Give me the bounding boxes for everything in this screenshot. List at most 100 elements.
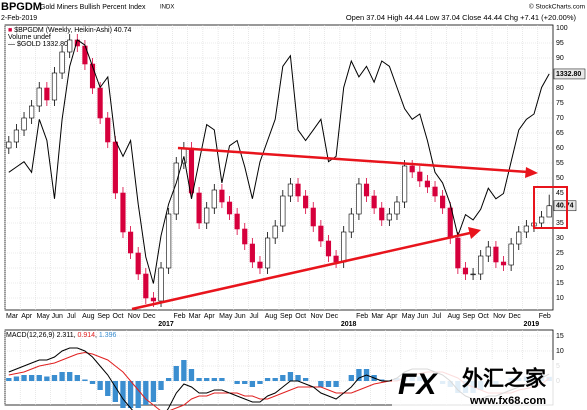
- candle-body: [120, 192, 126, 233]
- candle-body: [500, 261, 507, 266]
- candle-body: [105, 117, 111, 143]
- x-tick-label: 2017: [158, 321, 174, 328]
- x-tick-label: Jun: [417, 313, 428, 320]
- x-tick-label: Aug: [447, 313, 460, 320]
- histogram-bar: [112, 381, 119, 402]
- histogram-bar: [158, 381, 164, 390]
- macd-title: MACD(12,26,9): [6, 332, 55, 339]
- histogram-bar: [325, 381, 332, 387]
- candle-body: [158, 267, 164, 302]
- x-tick-label: Oct: [478, 313, 489, 320]
- macd-value: 2.311: [57, 332, 74, 339]
- gold-line: [8, 38, 550, 284]
- histogram-bar: [287, 372, 294, 381]
- y-tick-label: 55: [556, 160, 564, 167]
- y-tick-label: 75: [556, 100, 564, 107]
- histogram-bar: [89, 381, 96, 384]
- candle-body: [333, 255, 339, 263]
- candle-body: [546, 205, 552, 218]
- x-tick-label: 2019: [524, 321, 540, 328]
- x-tick-label: Sep: [280, 313, 293, 320]
- candle-body: [211, 189, 217, 209]
- x-tick-label: Mar: [371, 313, 384, 320]
- x-tick-label: Dec: [326, 313, 339, 320]
- histogram-bar: [280, 375, 286, 381]
- y-tick-label: 95: [556, 40, 564, 47]
- gold-last-box: [553, 68, 586, 80]
- y-tick-label: 10: [556, 295, 564, 302]
- legend-gold-value: 1332.80: [43, 41, 68, 48]
- histogram-bar: [295, 375, 301, 381]
- x-tick-label: Dec: [143, 313, 156, 320]
- histogram-bar: [234, 381, 240, 384]
- histogram-bar: [257, 381, 263, 384]
- watermark-logo: FX: [398, 368, 438, 401]
- candle-body: [272, 225, 278, 239]
- macd-legend: MACD(12,26,9) 2.311, 0.914, 1.396: [6, 332, 117, 339]
- x-tick-label: Aug: [265, 313, 278, 320]
- x-tick-label: Feb: [356, 313, 368, 320]
- histogram-bar: [211, 378, 217, 381]
- legend-main-value: 40.74: [114, 27, 132, 34]
- watermark-name: 外汇之家: [462, 367, 547, 391]
- overlays: ■ $BPGDM (Weekly, Heikin-Ashi) 40.74 Vol…: [6, 27, 587, 410]
- signal-value: 0.914: [77, 332, 95, 339]
- x-tick-label: 2018: [341, 321, 357, 328]
- candle-body: [287, 183, 293, 197]
- histogram-bar: [143, 381, 149, 405]
- candle-body: [318, 225, 324, 242]
- symbol: BPGDM: [1, 1, 42, 13]
- y-tick-label: 35: [556, 220, 564, 227]
- x-tick-label: Feb: [173, 313, 185, 320]
- trendline-lower: [131, 231, 471, 311]
- main-last-label: 40.74: [556, 203, 574, 210]
- candle-body: [196, 192, 202, 224]
- candle-body: [310, 207, 316, 227]
- candle-body: [128, 231, 134, 254]
- histogram-bar: [181, 360, 187, 381]
- y-tick-label: 90: [556, 55, 564, 62]
- x-tick-label: Apr: [204, 313, 216, 320]
- candle-body: [89, 63, 96, 89]
- histogram-bar: [44, 376, 50, 381]
- candle-body: [97, 87, 103, 119]
- candle-body: [325, 240, 332, 257]
- x-tick-label: Jul: [250, 313, 259, 320]
- x-tick-label: Nov: [493, 313, 506, 320]
- x-tick-label: Mar: [6, 313, 19, 320]
- x-tick-label: Jun: [234, 313, 245, 320]
- quote: Open 37.04 High 44.44 Low 37.04 Close 44…: [346, 13, 577, 22]
- y-tick-label: 15: [556, 333, 564, 340]
- y-tick-label: 20: [556, 265, 564, 272]
- x-tick-label: Dec: [508, 313, 521, 320]
- legend-gold-name: $GOLD: [17, 41, 41, 48]
- watermark-bg: [392, 360, 587, 410]
- histogram-bar: [264, 378, 271, 381]
- candle-body: [462, 267, 469, 275]
- candle-body: [432, 186, 438, 197]
- candle-body: [150, 297, 156, 302]
- legend-main: ■ $BPGDM (Weekly, Heikin-Ashi) 40.74: [8, 27, 132, 34]
- arrowhead: [525, 167, 538, 178]
- candle-body: [379, 207, 385, 221]
- x-tick-label: Jul: [67, 313, 76, 320]
- x-tick-label: May: [402, 313, 416, 320]
- candle-body: [143, 273, 149, 299]
- x-tick-label: Apr: [21, 313, 33, 320]
- candle-body: [242, 228, 248, 245]
- source: © StockCharts.com: [529, 3, 585, 11]
- candle-body: [386, 213, 392, 221]
- date: 2-Feb-2019: [1, 15, 37, 22]
- candle-body: [394, 201, 400, 215]
- candle-body: [303, 195, 309, 209]
- histogram-bar: [356, 369, 362, 381]
- y-tick-label: 65: [556, 130, 564, 137]
- x-tick-label: Aug: [82, 313, 95, 320]
- y-tick-label: 70: [556, 115, 564, 122]
- y-tick-label: 10: [556, 348, 564, 355]
- histogram-bar: [36, 375, 42, 381]
- histogram-bar: [13, 376, 20, 381]
- x-tick-label: Nov: [128, 313, 141, 320]
- histogram-bar: [59, 372, 65, 381]
